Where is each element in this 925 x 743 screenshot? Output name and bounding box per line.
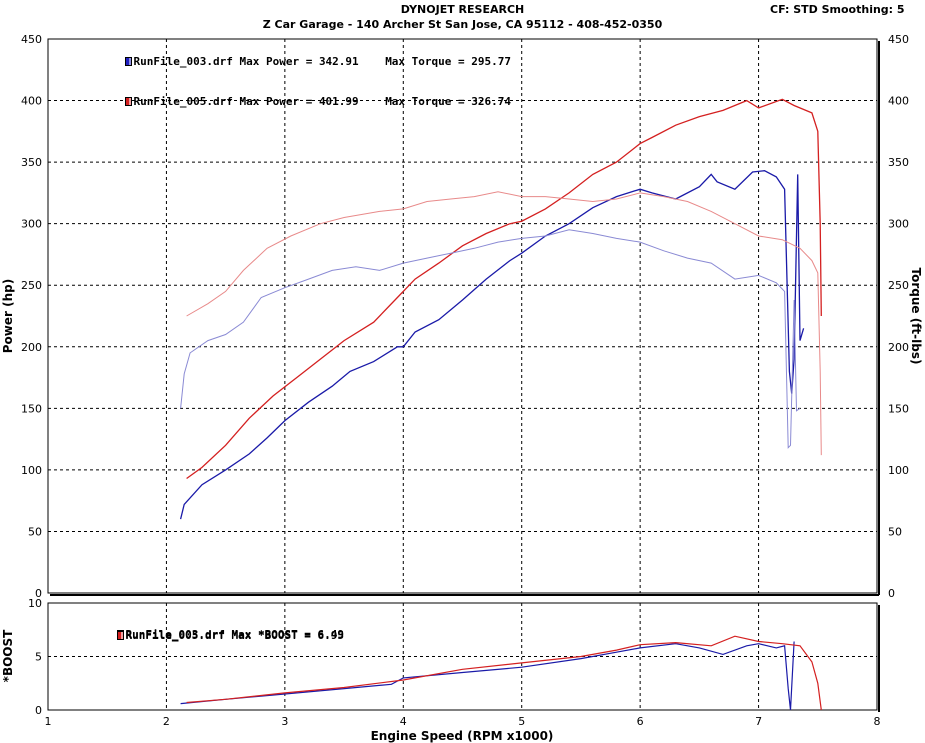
- legend-file-run003: RunFile_003.drf: [133, 55, 233, 68]
- power-torque-series: [179, 98, 822, 520]
- legend-boost-text-run003: RunFile_003.drf Max *BOOST = 6.49: [125, 628, 345, 641]
- torque-tick-label-350: 350: [888, 156, 909, 169]
- x-tick-label-7: 7: [755, 715, 762, 728]
- series-line-runfile-005-drf-torque: [186, 191, 822, 456]
- x-tick-label-2: 2: [163, 715, 170, 728]
- x-tick-label-3: 3: [281, 715, 288, 728]
- torque-tick-label-0: 0: [888, 587, 895, 600]
- legend-boost-item-run005: RunFile_005.drf Max *BOOST = 6.95: [90, 616, 344, 655]
- torque-tick-label-100: 100: [888, 464, 909, 477]
- y-axis-label-power: Power (hp): [1, 279, 15, 353]
- power-tick-label-350: 350: [21, 156, 42, 169]
- power-tick-label-0: 0: [35, 587, 42, 600]
- y-axis-label-boost: *BOOST: [1, 629, 15, 682]
- x-tick-label-4: 4: [400, 715, 407, 728]
- series-line-runfile-005-drf-power: [186, 98, 822, 480]
- series-line-runfile-003-drf-power: [179, 170, 805, 520]
- power-tick-label-300: 300: [21, 218, 42, 231]
- torque-tick-label-150: 150: [888, 402, 909, 415]
- torque-tick-label-250: 250: [888, 279, 909, 292]
- chart-title: DYNOJET RESEARCH: [400, 3, 525, 16]
- legend-item-run003: RunFile_003.drf Max Power = 342.91 Max T…: [98, 42, 511, 81]
- chart-subtitle: Z Car Garage - 140 Archer St San Jose, C…: [262, 18, 663, 31]
- boost-tick-label-5: 5: [35, 651, 42, 664]
- torque-tick-label-300: 300: [888, 218, 909, 231]
- power-tick-label-200: 200: [21, 341, 42, 354]
- power-tick-label-250: 250: [21, 279, 42, 292]
- boost-series: [180, 635, 822, 711]
- series-line-runfile-003-drf-torque: [180, 229, 801, 449]
- power-tick-label-400: 400: [21, 95, 42, 108]
- legend-power-torque: RunFile_003.drf Max Power = 342.91 Max T…: [98, 42, 511, 121]
- power-torque-gridlines: [48, 39, 877, 593]
- x-tick-label-8: 8: [874, 715, 881, 728]
- legend-torque-run005: Max Torque = 326.74: [385, 95, 512, 108]
- legend-file-run005: RunFile_005.drf: [133, 95, 233, 108]
- x-tick-label-1: 1: [45, 715, 52, 728]
- legend-swatch-run005: [124, 97, 132, 106]
- settings-readout: CF: STD Smoothing: 5: [770, 3, 905, 16]
- power-tick-label-50: 50: [28, 525, 42, 538]
- x-tick-label-5: 5: [518, 715, 525, 728]
- legend-power-run003: Max Power = 342.91: [239, 55, 359, 68]
- power-tick-label-100: 100: [21, 464, 42, 477]
- x-tick-label-6: 6: [637, 715, 644, 728]
- torque-tick-label-200: 200: [888, 341, 909, 354]
- power-tick-label-150: 150: [21, 402, 42, 415]
- boost-plot-frame: [47, 602, 878, 711]
- x-axis-label: Engine Speed (RPM x1000): [371, 729, 554, 743]
- torque-tick-label-50: 50: [888, 525, 902, 538]
- legend-item-run005: RunFile_005.drf Max Power = 401.99 Max T…: [98, 82, 511, 121]
- power-tick-label-450: 450: [21, 33, 42, 46]
- legend-swatch-run003: [124, 57, 132, 66]
- torque-tick-label-400: 400: [888, 95, 909, 108]
- boost-line-runfile-005-drf: [186, 635, 822, 711]
- legend-torque-run003: Max Torque = 295.77: [385, 55, 512, 68]
- y-axis-label-torque: Torque (ft-lbs): [909, 268, 923, 365]
- boost-gridlines: [48, 603, 877, 710]
- legend-boost-text-run005: RunFile_005.drf Max *BOOST = 6.95: [125, 629, 345, 642]
- boost-tick-label-10: 10: [28, 597, 42, 610]
- legend-power-run005: Max Power = 401.99: [239, 95, 359, 108]
- boost-tick-label-0: 0: [35, 704, 42, 717]
- boost-line-runfile-003-drf: [180, 641, 795, 711]
- power-torque-plot-frame: [47, 38, 878, 594]
- torque-tick-label-450: 450: [888, 33, 909, 46]
- legend-boost-swatch-run005: [116, 631, 124, 640]
